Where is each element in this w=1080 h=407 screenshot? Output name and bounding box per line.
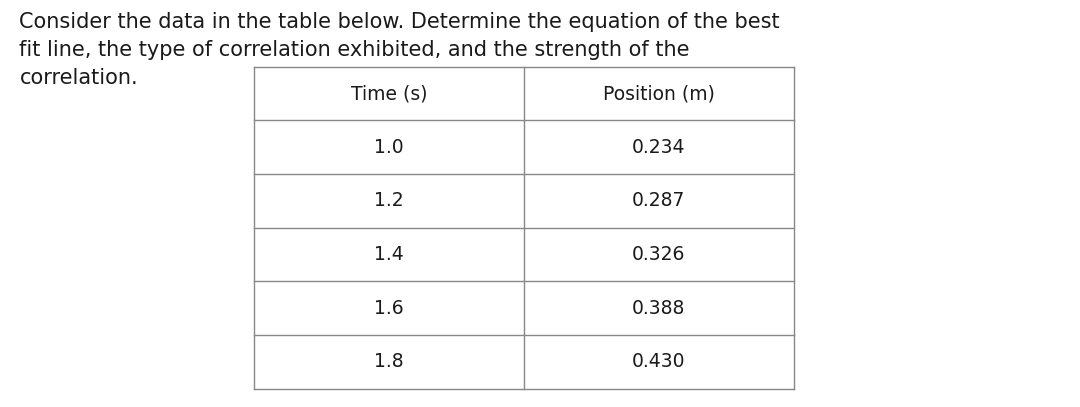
Text: 0.430: 0.430 [632,352,686,371]
Text: 1.4: 1.4 [374,245,404,264]
Text: 1.2: 1.2 [374,191,404,210]
Text: 0.388: 0.388 [632,299,686,317]
Text: Time (s): Time (s) [351,84,427,103]
Text: Position (m): Position (m) [603,84,715,103]
Text: 1.8: 1.8 [374,352,404,371]
Text: 1.6: 1.6 [374,299,404,317]
Text: 0.234: 0.234 [632,138,686,157]
Text: 0.326: 0.326 [632,245,686,264]
Text: Consider the data in the table below. Determine the equation of the best
fit lin: Consider the data in the table below. De… [19,12,780,88]
Text: 0.287: 0.287 [632,191,686,210]
Text: 1.0: 1.0 [374,138,404,157]
